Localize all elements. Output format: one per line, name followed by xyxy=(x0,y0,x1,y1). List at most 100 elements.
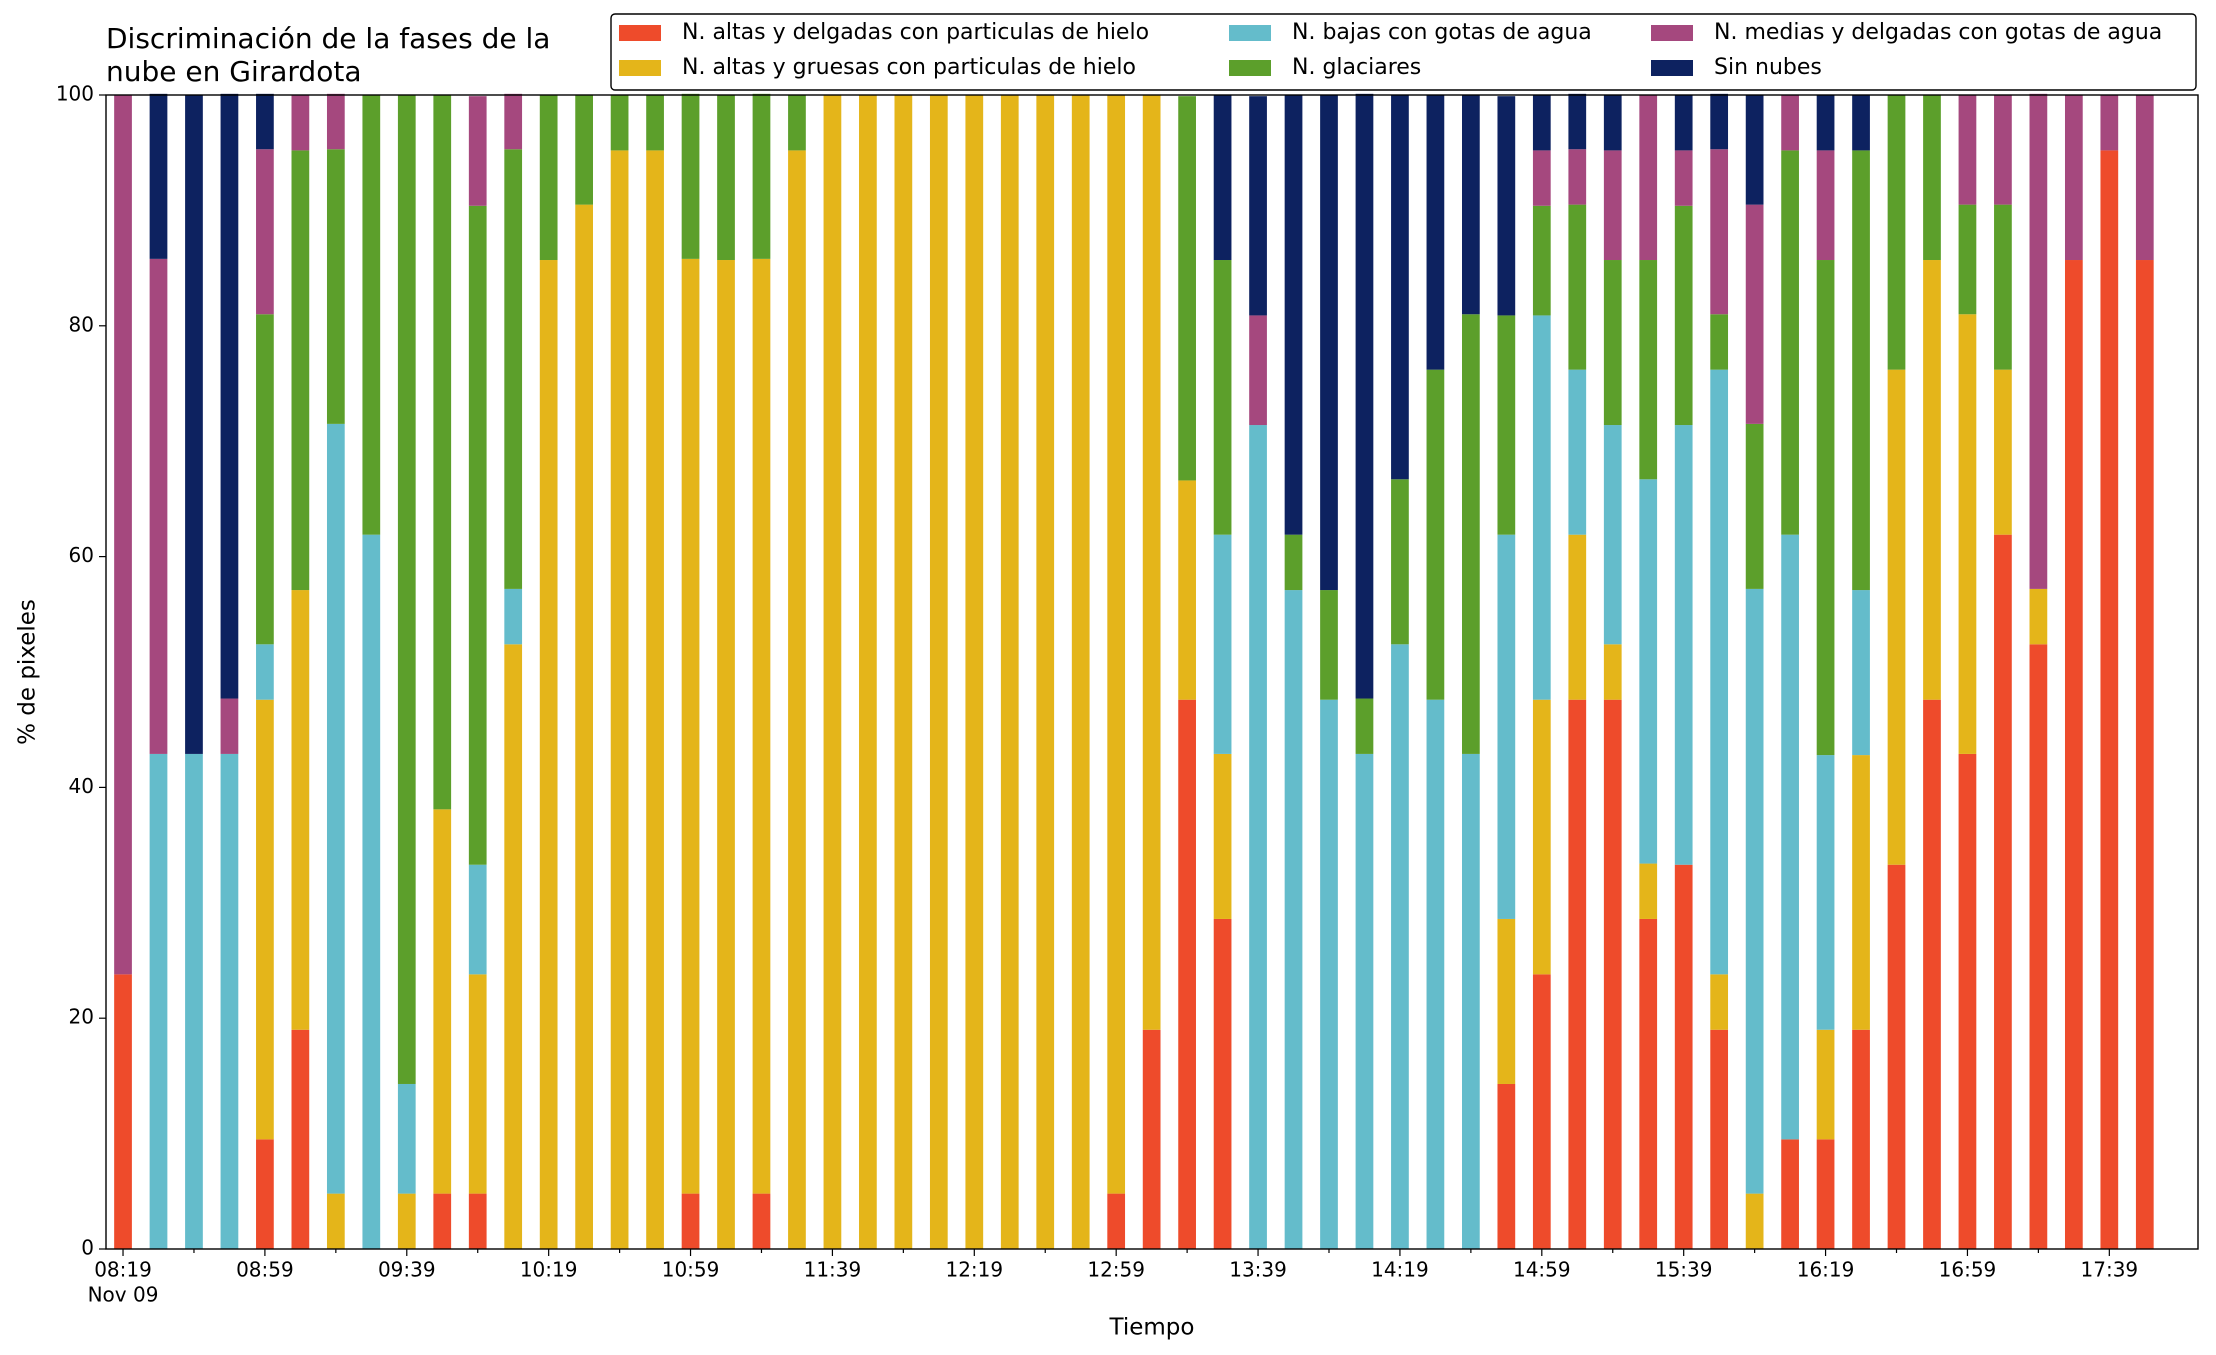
y-tick-label: 20 xyxy=(69,1005,94,1029)
bar-segment xyxy=(929,95,948,1249)
bar-segment xyxy=(468,96,487,206)
bar-segment xyxy=(326,149,345,424)
bar-segment xyxy=(1958,753,1977,1249)
bar-segment xyxy=(646,95,664,151)
bar-segment xyxy=(291,150,310,591)
bar-segment xyxy=(1213,753,1232,919)
y-axis-label: % de pixeles xyxy=(15,599,41,745)
bar-segment xyxy=(220,698,239,754)
bar-segment xyxy=(1816,260,1835,756)
bar-segment xyxy=(1497,1083,1516,1249)
bar-segment xyxy=(1497,918,1516,1084)
bar-segment xyxy=(1852,755,1870,1030)
bar-segment xyxy=(1674,150,1693,206)
bar-segment xyxy=(859,95,877,1249)
bar-segment xyxy=(433,1193,452,1249)
bar-segment xyxy=(610,150,629,1250)
bar-segment xyxy=(575,204,593,1249)
legend-swatch xyxy=(619,25,661,41)
legend-text: N. medias y delgadas con gotas de agua xyxy=(1714,20,2162,45)
bar-segment xyxy=(1462,95,1480,315)
bar-segment xyxy=(1674,864,1693,1249)
x-tick-label: 08:19 xyxy=(94,1258,152,1282)
bar-segment xyxy=(1249,315,1267,426)
bar-segment xyxy=(2064,95,2083,261)
legend-swatch xyxy=(1229,25,1271,41)
bar-segment xyxy=(1284,95,1303,535)
bar-segment xyxy=(468,864,487,975)
bar-segment xyxy=(1391,95,1409,480)
bar-segment xyxy=(397,1193,416,1249)
bar-segment xyxy=(504,588,523,645)
bar-segment xyxy=(1994,204,2012,370)
bar-segment xyxy=(2064,260,2083,1250)
x-tick-label: 14:59 xyxy=(1513,1258,1571,1282)
bar-segment xyxy=(1994,95,2012,205)
bar-segment xyxy=(752,1193,771,1249)
bar-segment xyxy=(681,93,700,259)
bar-segment xyxy=(1142,1029,1161,1249)
bar-segment xyxy=(717,95,735,261)
bar-segment xyxy=(1391,479,1409,645)
bar-segment xyxy=(1781,95,1799,151)
bar-segment xyxy=(1178,699,1196,1249)
bar-segment xyxy=(185,95,203,754)
bar-segment xyxy=(1852,150,1870,591)
y-tick-label: 100 xyxy=(56,82,94,106)
bar-segment xyxy=(256,149,274,315)
bar-segment xyxy=(1745,1193,1764,1249)
bar-segment xyxy=(2029,93,2048,589)
bar-segment xyxy=(1462,314,1480,754)
bar-segment xyxy=(1923,699,1941,1249)
y-tick-label: 40 xyxy=(69,774,94,798)
legend-swatch xyxy=(1229,60,1271,76)
bar-segment xyxy=(1781,534,1799,1140)
bar-segment xyxy=(362,534,381,1249)
bar-segment xyxy=(1603,260,1622,426)
bar-segment xyxy=(1816,755,1835,1030)
legend-text: N. altas y delgadas con particulas de hi… xyxy=(682,20,1149,45)
legend-swatch xyxy=(619,60,661,76)
bar-segment xyxy=(575,95,593,205)
legend-text: Sin nubes xyxy=(1714,55,1822,80)
bar-segment xyxy=(1355,753,1374,1249)
bar-segment xyxy=(1249,425,1267,1249)
x-axis-label: Tiempo xyxy=(1109,1315,1195,1341)
bar-segment xyxy=(256,1139,274,1249)
bar-segment xyxy=(1568,699,1587,1249)
bar-segment xyxy=(1603,425,1622,645)
bar-segment xyxy=(1320,95,1338,591)
bar-segment xyxy=(1674,95,1693,151)
x-tick-label: 13:39 xyxy=(1229,1258,1287,1282)
bar-segment xyxy=(504,644,523,1249)
bar-segment xyxy=(1639,479,1658,864)
bar-segment xyxy=(1000,95,1019,1249)
bar-segment xyxy=(1107,1193,1126,1249)
bar-segment xyxy=(1958,204,1977,315)
bar-segment xyxy=(2100,150,2119,1250)
bar-segment xyxy=(1532,315,1551,700)
bar-segment xyxy=(1639,260,1658,480)
bar-segment xyxy=(1284,534,1303,591)
bar-segment xyxy=(1284,590,1303,1249)
legend-swatch xyxy=(1651,25,1693,41)
bar-segment xyxy=(1639,863,1658,919)
bar-segment xyxy=(504,93,523,150)
bar-segment xyxy=(1213,918,1232,1249)
bar-segment xyxy=(1852,95,1870,151)
bar-segment xyxy=(1816,95,1835,151)
bar-segment xyxy=(220,93,239,699)
x-tick-label: 09:39 xyxy=(378,1258,436,1282)
bar-segment xyxy=(149,753,168,1249)
bar-segment xyxy=(1391,644,1409,1249)
bar-segment xyxy=(1426,699,1445,1249)
legend-box xyxy=(610,13,2197,91)
bar-segment xyxy=(468,1193,487,1249)
bar-segment xyxy=(291,95,310,151)
legend-text: N. glaciares xyxy=(1292,55,1421,80)
legend-text: N. bajas con gotas de agua xyxy=(1292,20,1592,45)
bar-segment xyxy=(1568,93,1587,150)
bar-segment xyxy=(1958,95,1977,205)
bar-segment xyxy=(965,95,984,1249)
bar-segment xyxy=(220,753,239,1249)
